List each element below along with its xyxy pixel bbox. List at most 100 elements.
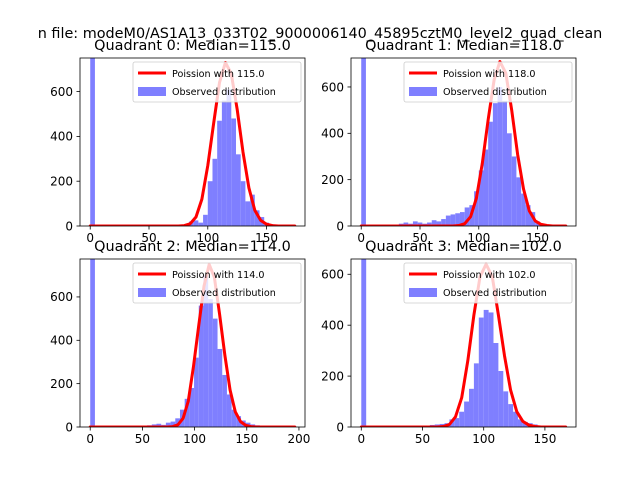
legend-box — [132, 61, 302, 103]
legend-label-poisson: Poission with 114.0 — [172, 270, 265, 281]
histogram-bar — [459, 212, 465, 226]
histogram-bar — [236, 416, 242, 427]
histogram-bar — [492, 103, 498, 226]
histogram-bar — [198, 305, 204, 427]
x-tick-label: 0 — [86, 231, 94, 245]
axes-frame — [79, 57, 306, 227]
legend-label-poisson: Poission with 118.0 — [443, 69, 536, 80]
x-tick-label: 50 — [141, 231, 156, 245]
histogram-bar — [493, 343, 499, 427]
x-tick-label: 100 — [472, 432, 495, 446]
histogram-bar — [506, 133, 512, 226]
y-tick-label: 400 — [321, 127, 344, 141]
y-tick-label: 400 — [50, 130, 73, 144]
x-tick-label: 100 — [196, 231, 219, 245]
histogram-bar — [240, 181, 246, 226]
histogram-bar — [445, 215, 451, 226]
histogram-bar — [513, 411, 518, 427]
legend-label-poisson: Poission with 102.0 — [443, 270, 536, 281]
legend-label-observed: Observed distribution — [443, 288, 547, 299]
histogram-bar — [184, 398, 190, 427]
y-tick-label: 600 — [50, 85, 73, 99]
histogram-bar — [508, 404, 514, 427]
legend-bar-swatch — [138, 288, 166, 297]
histogram-bar — [427, 222, 432, 226]
histogram-bar — [473, 363, 479, 427]
x-tick-label: 150 — [235, 432, 258, 446]
quadrant-1-panel: Quadrant 1: Median=118.0 0 50 100 150 0 200 400… — [321, 38, 577, 245]
x-tick-label: 50 — [412, 231, 427, 245]
figure-suptitle: n file: modeM0/AS1A13_033T02_9000006140_… — [38, 26, 603, 42]
histogram-bar — [207, 181, 213, 226]
histogram-bar — [217, 120, 222, 226]
histogram-bar — [497, 86, 503, 226]
y-tick-label: 400 — [321, 318, 344, 332]
quadrant-2-plot-area — [88, 259, 297, 427]
histogram-bar — [412, 221, 418, 226]
y-tick-label: 600 — [50, 290, 73, 304]
y-tick-label: 0 — [336, 219, 344, 233]
histogram-bar — [474, 191, 479, 226]
histogram-bar — [90, 259, 95, 427]
histogram-bar — [511, 156, 517, 226]
legend-bar-swatch — [409, 87, 437, 96]
axes-frame — [350, 258, 577, 428]
histogram-bar — [222, 374, 227, 427]
quadrant-2-panel: Quadrant 2: Median=114.0 0 50 100 150 200 0 200… — [50, 239, 310, 446]
histogram-bar — [231, 409, 237, 427]
histogram-bar — [170, 421, 176, 427]
quadrant-3-title: Quadrant 3: Median=102.0 — [365, 239, 562, 255]
histogram-bar — [235, 154, 241, 226]
x-tick-label: 50 — [135, 432, 150, 446]
histogram-bar — [431, 220, 437, 226]
x-tick-label: 0 — [357, 231, 365, 245]
y-tick-label: 0 — [336, 420, 344, 434]
histogram-bar — [212, 158, 218, 226]
y-tick-label: 0 — [65, 219, 73, 233]
histogram-bar — [478, 170, 484, 226]
x-tick-label: 150 — [255, 231, 278, 245]
legend-box — [132, 262, 302, 304]
histogram-bar — [483, 149, 489, 226]
legend-label-poisson: Poission with 115.0 — [172, 69, 265, 80]
histogram-bar — [165, 422, 171, 427]
x-tick-label: 200 — [287, 432, 310, 446]
histogram-bar — [455, 213, 460, 226]
histogram-bar — [450, 214, 456, 226]
histogram-bar — [361, 259, 367, 427]
x-tick-label: 0 — [86, 432, 94, 446]
histogram-bar — [361, 58, 366, 226]
histogram-bar — [498, 371, 504, 427]
legend-label-observed: Observed distribution — [172, 288, 276, 299]
axes-frame — [350, 57, 577, 227]
histogram-bar — [175, 418, 180, 427]
histogram-bar — [403, 222, 409, 226]
histogram-bar — [193, 220, 199, 226]
y-tick-label: 200 — [321, 173, 344, 187]
quadrant-1-title: Quadrant 1: Median=118.0 — [365, 38, 562, 54]
histogram-bar — [254, 210, 260, 226]
histogram-bar — [226, 89, 232, 226]
legend-bar-swatch — [138, 87, 166, 96]
histogram-bar — [221, 100, 227, 226]
histogram-bar — [194, 357, 199, 427]
histogram-bar — [478, 317, 484, 427]
y-tick-label: 0 — [65, 420, 73, 434]
x-tick-label: 0 — [357, 432, 365, 446]
x-tick-label: 100 — [467, 231, 490, 245]
histogram-bar — [488, 121, 493, 226]
histogram-bar — [417, 222, 423, 226]
y-tick-label: 200 — [50, 377, 73, 391]
histogram-bar — [454, 418, 460, 427]
histogram-bar — [436, 221, 442, 226]
y-tick-label: 200 — [321, 369, 344, 383]
legend: Poission with 114.0 Observed distribution — [132, 262, 302, 304]
legend: Poission with 115.0 Observed distribution — [132, 61, 302, 103]
histogram-bar — [521, 193, 526, 226]
x-tick-label: 50 — [415, 432, 430, 446]
histogram-bar — [459, 411, 465, 427]
histogram-bar — [203, 214, 208, 226]
histogram-bar — [441, 219, 446, 226]
histogram-bar — [516, 177, 522, 226]
